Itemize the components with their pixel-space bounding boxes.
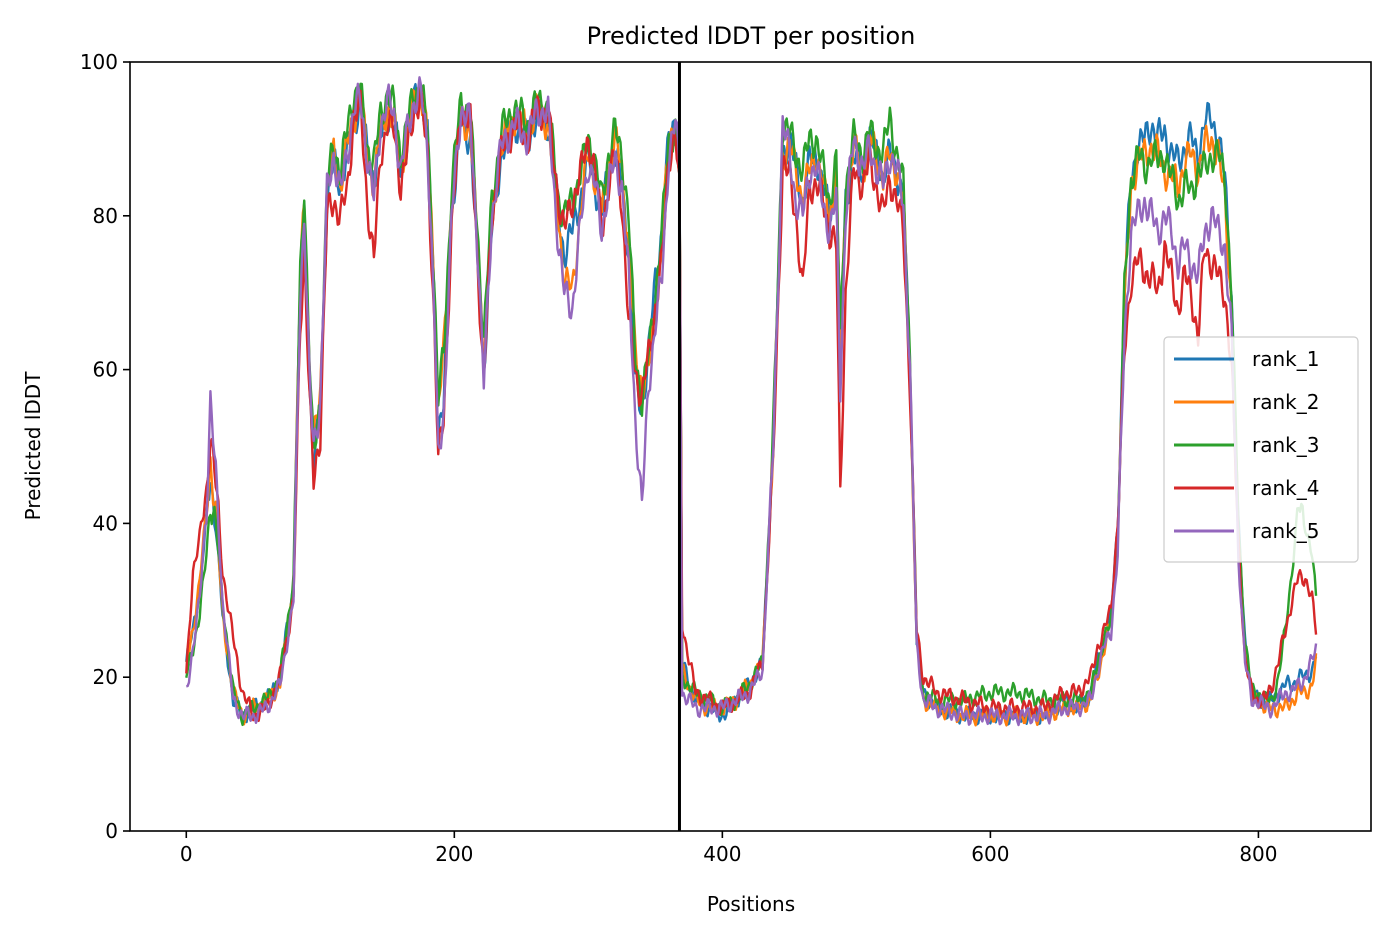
legend-box: [1163, 336, 1359, 563]
x-tick-label: 0: [180, 842, 193, 866]
y-axis-label: Predicted lDDT: [21, 371, 45, 521]
legend-label-rank_3: rank_3: [1252, 433, 1319, 457]
x-tick-label: 800: [1239, 842, 1277, 866]
x-tick-label: 400: [703, 842, 741, 866]
x-axis-label: Positions: [707, 892, 795, 916]
legend-label-rank_1: rank_1: [1252, 347, 1319, 371]
plot-lines: [185, 76, 1318, 727]
y-tick-label: 0: [105, 819, 118, 843]
plot-frame: [129, 61, 1372, 832]
legend: rank_1 rank_2 rank_3 rank_4 rank_5: [1163, 336, 1359, 563]
series-line-rank_4: [185, 85, 1318, 722]
series-line-rank_3: [185, 82, 1318, 727]
y-tick-label: 60: [93, 358, 118, 382]
y-axis-ticks: 0 20 40 60 80 100: [80, 50, 130, 843]
y-tick-label: 100: [80, 50, 118, 74]
y-tick-label: 20: [93, 665, 118, 689]
series-line-rank_2: [185, 88, 1318, 727]
legend-label-rank_4: rank_4: [1252, 476, 1319, 500]
x-tick-label: 200: [435, 842, 473, 866]
legend-label-rank_5: rank_5: [1252, 519, 1319, 543]
legend-label-rank_2: rank_2: [1252, 390, 1319, 414]
y-tick-label: 80: [93, 204, 118, 228]
series-line-rank_5: [185, 76, 1318, 727]
x-tick-label: 600: [971, 842, 1009, 866]
y-tick-label: 40: [93, 511, 118, 535]
chart-title: Predicted lDDT per position: [587, 22, 916, 50]
x-axis-ticks: 0 200 400 600 800: [180, 831, 1278, 866]
